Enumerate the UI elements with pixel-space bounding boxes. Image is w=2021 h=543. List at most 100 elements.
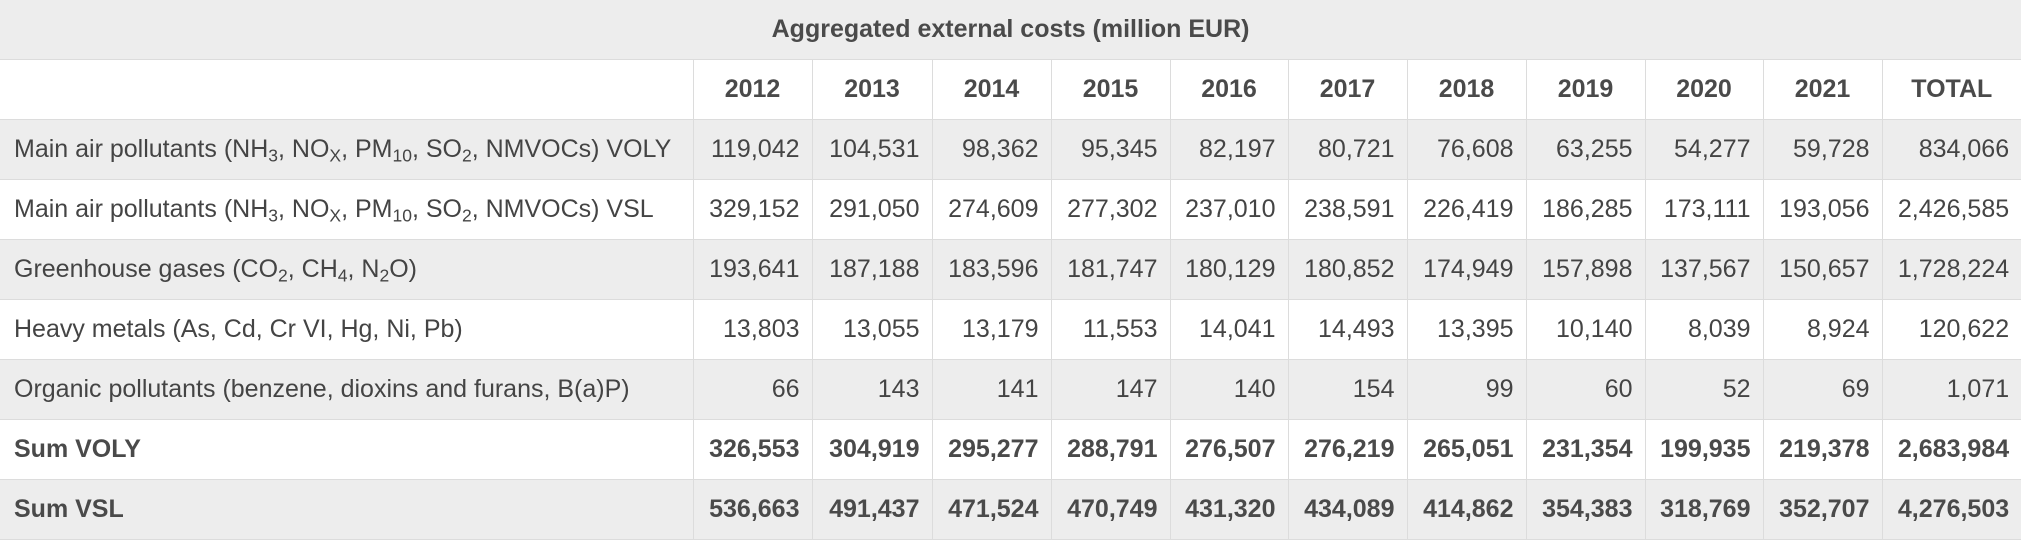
table-cell: 434,089 (1288, 479, 1408, 540)
table-cell: 470,749 (1051, 479, 1171, 540)
column-header: 2018 (1407, 59, 1527, 120)
table-cell: 66 (693, 359, 813, 420)
row-organic-pollutants: Organic pollutants (benzene, dioxins and… (0, 359, 2021, 420)
table-cell: 174,949 (1407, 239, 1527, 300)
column-header: 2013 (812, 59, 933, 120)
table-cell: 13,055 (812, 299, 933, 360)
table-cell: 2,426,585 (1882, 179, 2021, 240)
label-subscript: 2 (379, 265, 390, 286)
table-cell: 219,378 (1763, 419, 1883, 480)
column-header: 2021 (1763, 59, 1883, 120)
column-header: 2012 (693, 59, 813, 120)
row-label: Sum VSL (0, 479, 694, 540)
table-cell: 14,493 (1288, 299, 1408, 360)
table-cell: 1,071 (1882, 359, 2021, 420)
table-cell: 1,728,224 (1882, 239, 2021, 300)
table-title-row: Aggregated external costs (million EUR) (0, 0, 2021, 60)
label-subscript: X (329, 145, 342, 166)
label-subscript: 10 (392, 205, 412, 226)
table-cell: 238,591 (1288, 179, 1408, 240)
row-label: Main air pollutants (NH3, NOX, PM10, SO2… (0, 179, 694, 240)
table-cell: 295,277 (932, 419, 1052, 480)
table-cell: 276,219 (1288, 419, 1408, 480)
table-cell: 14,041 (1170, 299, 1289, 360)
table-cell: 226,419 (1407, 179, 1527, 240)
label-text: Greenhouse gases (CO (14, 255, 279, 283)
row-label: Greenhouse gases (CO2, CH4, N2O) (0, 239, 694, 300)
table-cell: 63,255 (1526, 119, 1646, 180)
table-cell: 99 (1407, 359, 1527, 420)
table-cell: 76,608 (1407, 119, 1527, 180)
label-subscript: X (329, 205, 342, 226)
label-subscript: 2 (461, 145, 472, 166)
table-cell: 329,152 (693, 179, 813, 240)
row-main-air-pollutants-vsl: Main air pollutants (NH3, NOX, PM10, SO2… (0, 179, 2021, 240)
table-cell: 193,056 (1763, 179, 1883, 240)
label-text: , NO (278, 135, 330, 163)
table-cell: 82,197 (1170, 119, 1289, 180)
label-text: , PM (341, 135, 393, 163)
label-subscript: 2 (461, 205, 472, 226)
table-cell: 157,898 (1526, 239, 1646, 300)
table-cell: 180,129 (1170, 239, 1289, 300)
row-greenhouse-gases: Greenhouse gases (CO2, CH4, N2O) 193,641 1… (0, 239, 2021, 300)
column-header: 2020 (1645, 59, 1764, 120)
label-text: , NO (278, 195, 330, 223)
label-subscript: 3 (268, 205, 278, 226)
label-text: Sum VOLY (14, 435, 141, 463)
table-cell: 137,567 (1645, 239, 1764, 300)
table-cell: 143 (812, 359, 933, 420)
table-cell: 431,320 (1170, 479, 1289, 540)
row-label: Main air pollutants (NH3, NOX, PM10, SO2… (0, 119, 694, 180)
table-cell: 154 (1288, 359, 1408, 420)
table-cell: 186,285 (1526, 179, 1646, 240)
table-cell: 277,302 (1051, 179, 1171, 240)
table-cell: 237,010 (1170, 179, 1289, 240)
label-text: , SO (411, 195, 462, 223)
label-subscript: 4 (337, 265, 348, 286)
label-text: O) (389, 255, 417, 283)
label-text: Sum VSL (14, 495, 124, 523)
table-cell: 11,553 (1051, 299, 1171, 360)
table-cell: 536,663 (693, 479, 813, 540)
table-cell: 288,791 (1051, 419, 1171, 480)
table-cell: 8,039 (1645, 299, 1764, 360)
table-cell: 8,924 (1763, 299, 1883, 360)
table-cell: 354,383 (1526, 479, 1646, 540)
table-cell: 183,596 (932, 239, 1052, 300)
table-cell: 13,803 (693, 299, 813, 360)
label-text: Main air pollutants (NH (14, 135, 269, 163)
table-cell: 199,935 (1645, 419, 1764, 480)
table-cell: 274,609 (932, 179, 1052, 240)
column-header: TOTAL (1882, 59, 2021, 120)
table-cell: 54,277 (1645, 119, 1764, 180)
table-title: Aggregated external costs (million EUR) (0, 0, 2021, 60)
row-heavy-metals: Heavy metals (As, Cd, Cr VI, Hg, Ni, Pb)… (0, 299, 2021, 360)
table-cell: 2,683,984 (1882, 419, 2021, 480)
table-header-row: 2012 2013 2014 2015 2016 2017 2018 2019 … (0, 59, 2021, 120)
label-text: , PM (341, 195, 393, 223)
label-text: , SO (411, 135, 462, 163)
label-text: Heavy metals (As, Cd, Cr VI, Hg, Ni, Pb) (14, 315, 463, 343)
table-cell: 98,362 (932, 119, 1052, 180)
table-cell: 231,354 (1526, 419, 1646, 480)
table-cell: 13,395 (1407, 299, 1527, 360)
table-cell: 119,042 (693, 119, 813, 180)
table-body: Main air pollutants (NH3, NOX, PM10, SO2… (0, 119, 2021, 540)
table-cell: 150,657 (1763, 239, 1883, 300)
table-cell: 52 (1645, 359, 1764, 420)
table-cell: 10,140 (1526, 299, 1646, 360)
label-subscript: 3 (268, 145, 278, 166)
table-cell: 414,862 (1407, 479, 1527, 540)
label-subscript: 2 (278, 265, 288, 286)
row-main-air-pollutants-voly: Main air pollutants (NH3, NOX, PM10, SO2… (0, 119, 2021, 180)
table-cell: 187,188 (812, 239, 933, 300)
row-label: Heavy metals (As, Cd, Cr VI, Hg, Ni, Pb) (0, 299, 694, 360)
label-text: , NMVOCs) VSL (471, 195, 654, 223)
row-label: Organic pollutants (benzene, dioxins and… (0, 359, 694, 420)
table-cell: 326,553 (693, 419, 813, 480)
column-header: 2017 (1288, 59, 1408, 120)
table-cell: 141 (932, 359, 1052, 420)
column-header: 2019 (1526, 59, 1646, 120)
